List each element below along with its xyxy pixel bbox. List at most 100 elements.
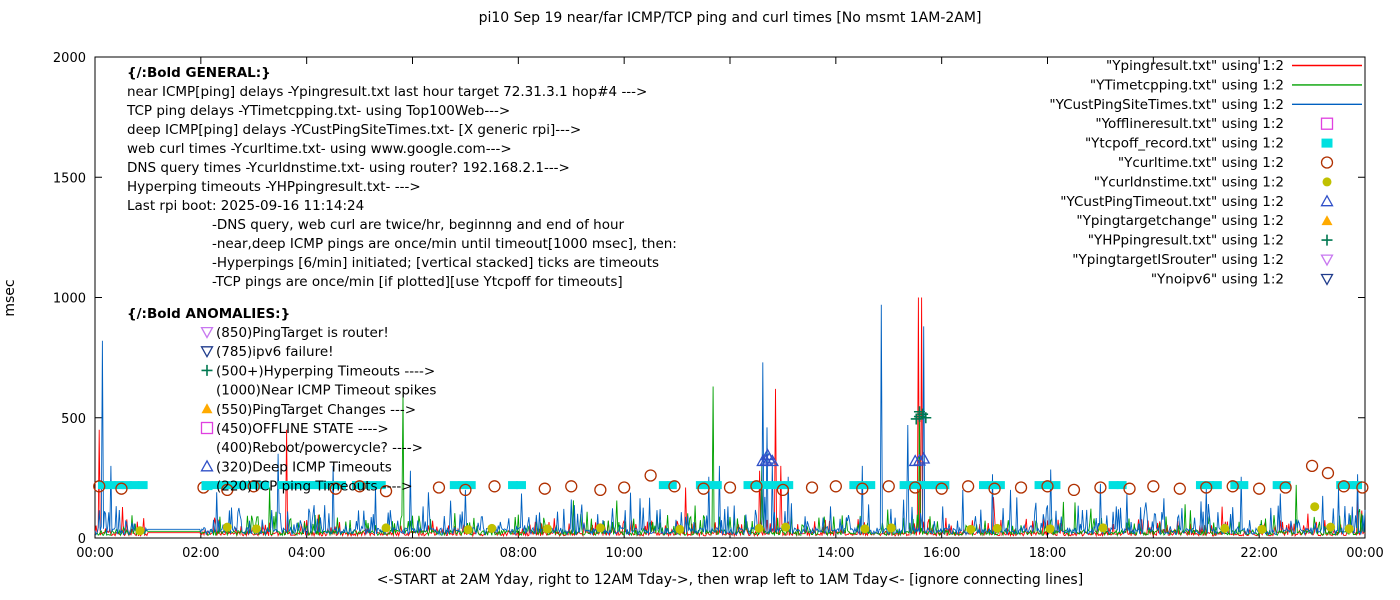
Ycurldnstime-marker bbox=[1220, 523, 1230, 533]
tcpoff-square bbox=[865, 481, 876, 490]
Ycurltime-marker bbox=[594, 483, 607, 497]
tcpoff-square bbox=[1050, 481, 1061, 490]
Ycurltime-marker bbox=[856, 482, 869, 495]
legend-label: "Ytcpoff_record.txt" using 1:2 bbox=[1085, 136, 1284, 152]
series-YTimetcpping-line bbox=[94, 386, 1366, 537]
anomaly-label: (785)ipv6 failure! bbox=[216, 344, 334, 360]
Ycurldnstime-marker bbox=[381, 523, 391, 533]
tcpoff-square bbox=[907, 481, 918, 490]
Ycurldnstime-marker bbox=[1045, 524, 1055, 534]
tcpoff-square bbox=[783, 481, 794, 490]
y-tick-label: 1000 bbox=[53, 292, 86, 307]
Ycurltime-marker bbox=[1173, 482, 1186, 495]
Ycurldnstime-marker bbox=[1326, 522, 1336, 532]
general-line: Last rpi boot: 2025-09-16 11:14:24 bbox=[127, 198, 364, 214]
anomalies-heading: {/:Bold ANOMALIES:} bbox=[127, 306, 290, 322]
Ycurldnstime-marker bbox=[675, 524, 685, 534]
YCustPingTimeout-marker bbox=[917, 451, 931, 464]
tcpoff-square bbox=[301, 481, 312, 490]
Ycurldnstime-marker bbox=[754, 523, 764, 533]
Ycurltime-marker bbox=[1067, 483, 1081, 497]
tcpoff-square bbox=[703, 481, 714, 490]
Ycurltime-marker bbox=[935, 482, 948, 495]
series-Ypingresult-line bbox=[94, 297, 1366, 538]
Ycurltime-marker bbox=[1321, 466, 1335, 480]
legend-marker-plus bbox=[1321, 234, 1333, 246]
Ycurldnstime-marker bbox=[781, 522, 791, 532]
legend-marker-square-filled bbox=[1321, 138, 1333, 148]
tcpoff-square bbox=[1238, 481, 1249, 490]
legend-marker-triangle-down-open bbox=[1320, 273, 1334, 286]
Ycurldnstime-marker bbox=[463, 525, 473, 535]
anomaly-label: (850)PingTarget is router! bbox=[216, 325, 389, 341]
Ycurltime-marker bbox=[618, 481, 631, 494]
Ycurltime-marker bbox=[1253, 482, 1266, 495]
y-axis-label: msec bbox=[2, 279, 18, 316]
tcpoff-square bbox=[1272, 481, 1283, 490]
x-tick-label: 00:00 bbox=[76, 546, 113, 561]
tcpoff-square bbox=[367, 481, 378, 490]
tcpoff-square bbox=[1034, 481, 1045, 490]
Ycurltime-marker bbox=[961, 480, 975, 493]
tcpoff-square bbox=[259, 481, 270, 490]
Ycurltime-marker bbox=[459, 483, 472, 497]
tcpoff-square bbox=[939, 481, 950, 490]
Ycurltime-marker bbox=[247, 480, 260, 493]
legend-label: "Yofflineresult.txt" using 1:2 bbox=[1095, 116, 1284, 132]
Ycurldnstime-marker bbox=[542, 524, 552, 534]
legend-label: "Ynoipv6" using 1:2 bbox=[1151, 271, 1284, 287]
tcpoff-square bbox=[129, 481, 140, 490]
tcpoff-square bbox=[97, 481, 108, 490]
tcpoff-square bbox=[328, 481, 339, 490]
Ycurltime-marker bbox=[329, 482, 342, 495]
y-tick-label: 2000 bbox=[53, 51, 86, 66]
tcpoff-square bbox=[121, 481, 132, 490]
legend-marker-circle-filled bbox=[1322, 177, 1332, 187]
x-tick-label: 00:00 bbox=[1346, 546, 1383, 561]
Ycurltime-marker bbox=[379, 484, 393, 498]
YCustPingTimeout-marker bbox=[765, 454, 779, 467]
x-tick-label: 22:00 bbox=[1240, 546, 1277, 561]
chart-title: pi10 Sep 19 near/far ICMP/TCP ping and c… bbox=[479, 10, 982, 26]
anomaly-label: (500+)Hyperping Timeouts ----> bbox=[216, 363, 435, 379]
tcpoff-square bbox=[979, 481, 989, 490]
legend-marker-triangle-open bbox=[1320, 194, 1334, 207]
tcpoff-square bbox=[759, 481, 770, 490]
Ycurltime-marker bbox=[909, 481, 922, 494]
tcpoff-square bbox=[105, 481, 116, 490]
Ycurltime-marker bbox=[93, 480, 106, 493]
Ycurltime-marker bbox=[221, 483, 234, 497]
Ycurltime-marker bbox=[432, 481, 446, 494]
tcpoff-square bbox=[336, 481, 347, 490]
legend-label: "YpingtargetISrouter" using 1:2 bbox=[1072, 252, 1284, 268]
tcpoff-square bbox=[465, 481, 476, 490]
legend-marker-triangle-filled bbox=[1321, 215, 1333, 226]
Ycurldnstime-marker bbox=[222, 522, 232, 532]
tcpoff-square bbox=[285, 481, 296, 490]
anomaly-label: (1000)Near ICMP Timeout spikes bbox=[216, 383, 436, 399]
anomaly-plus bbox=[201, 364, 213, 376]
tcpoff-square bbox=[293, 481, 304, 490]
general-line: Hyperping timeouts -YHPpingresult.txt- -… bbox=[127, 179, 421, 195]
general-line: web curl times -Ycurltime.txt- using www… bbox=[127, 141, 512, 157]
tcpoff-square bbox=[1108, 481, 1119, 490]
plot-area: 00:00 02:00 04:00 06:00 08:00 10:00 12:00 14:00… bbox=[53, 51, 1384, 561]
tcpoff-square bbox=[1116, 481, 1127, 490]
legend-label: "YHPpingresult.txt" using 1:2 bbox=[1088, 233, 1284, 249]
Ycurltime-marker bbox=[882, 480, 895, 493]
Ycurltime-marker bbox=[644, 469, 657, 482]
anomaly-label: (550)PingTarget Changes ---> bbox=[216, 402, 416, 418]
x-tick-label: 10:00 bbox=[605, 546, 642, 561]
anomaly-label: (220)TCP ping Timeouts ----> bbox=[216, 479, 413, 495]
tcpoff-square bbox=[113, 481, 124, 490]
Ycurltime-marker bbox=[565, 480, 578, 493]
anomaly-triangle-down-open bbox=[200, 346, 214, 359]
Ycurltime-marker bbox=[805, 481, 819, 494]
tcpoff-square bbox=[666, 481, 677, 490]
Ycurltime-marker bbox=[1226, 480, 1239, 493]
legend: "Ypingresult.txt" using 1:2 "YTimetcpping… bbox=[1049, 58, 1362, 287]
anomaly-triangle-filled bbox=[201, 403, 213, 414]
legend-label: "Ypingtargetchange" using 1:2 bbox=[1076, 213, 1284, 229]
Ycurldnstime-marker bbox=[992, 523, 1002, 533]
tcpoff-square bbox=[986, 481, 997, 490]
